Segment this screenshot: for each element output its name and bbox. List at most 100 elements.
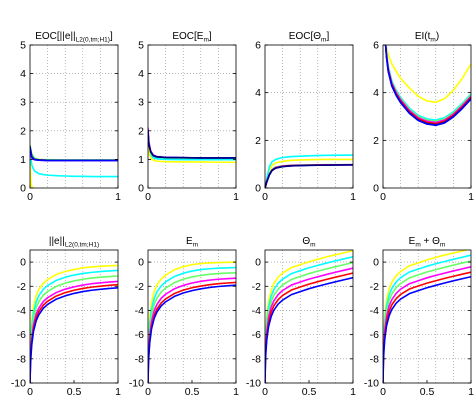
series-line-2 — [148, 132, 236, 160]
y-tick-label: 0 — [255, 257, 261, 269]
y-tick-label: 3 — [138, 97, 144, 109]
x-tick-label: 1 — [115, 191, 121, 203]
x-tick-label: 0.5 — [67, 386, 82, 398]
series-line-6 — [148, 130, 236, 159]
series-line-6 — [383, 275, 471, 383]
x-tick-label: 0.5 — [185, 386, 200, 398]
x-tick-label: 1 — [350, 191, 356, 203]
y-tick-label: -6 — [252, 329, 261, 341]
y-tick-label: -2 — [135, 281, 144, 293]
y-tick-label: 5 — [138, 40, 144, 52]
y-tick-label: 0 — [20, 257, 26, 269]
subplot-8: -10 -8 -6 -4 -2 0 0 0.5 1 Em + Θm — [364, 236, 474, 398]
subplot-title: EOC[||e||L2(0,tm;H1)] — [35, 31, 113, 44]
y-tick-label: -6 — [135, 329, 144, 341]
x-tick-label: 0 — [380, 386, 386, 398]
y-tick-label: 1 — [138, 154, 144, 166]
subplot-2: 0 1 2 3 4 5 0 1 EOC[Em] — [138, 31, 239, 203]
subplot-1: 0 1 2 3 4 5 0 1 EOC[||e||L2(0,tm;H1)] — [20, 31, 121, 203]
y-tick-label: -4 — [135, 305, 144, 317]
y-tick-label: -4 — [252, 305, 261, 317]
series-line-3 — [148, 272, 236, 383]
y-tick-label: 4 — [20, 68, 26, 80]
axes-frame — [382, 44, 472, 189]
subplot-title: Θm — [302, 236, 315, 249]
series-line-4 — [30, 148, 118, 162]
axes-frame — [264, 249, 354, 384]
series-line-5 — [30, 283, 118, 383]
y-tick-label: 1 — [20, 154, 26, 166]
x-tick-label: 0.5 — [302, 386, 317, 398]
series-line-2 — [148, 266, 236, 383]
series-line-3 — [30, 144, 118, 161]
y-tick-label: -10 — [246, 378, 261, 390]
series-line-7 — [265, 164, 353, 188]
axes-frame — [29, 44, 119, 189]
series-line-3 — [30, 275, 118, 383]
x-tick-label: 1 — [350, 386, 356, 398]
series-line-1 — [383, 250, 470, 383]
series-line-7 — [30, 147, 118, 162]
y-tick-label: 0 — [138, 183, 144, 195]
series-line-7 — [384, 45, 471, 127]
series-group — [148, 261, 236, 383]
series-line-3 — [148, 135, 236, 161]
subplot-title: Em — [186, 236, 198, 249]
series-line-2 — [30, 150, 118, 178]
y-tick-label: 6 — [373, 40, 379, 52]
series-line-6 — [30, 287, 118, 383]
x-tick-label: 0 — [27, 386, 33, 398]
y-tick-label: -8 — [135, 353, 144, 365]
x-tick-label: 1 — [468, 191, 474, 203]
y-tick-label: 0 — [373, 183, 379, 195]
x-tick-label: 0 — [27, 191, 33, 203]
y-tick-label: 0 — [20, 183, 26, 195]
series-group — [383, 250, 471, 383]
series-group — [265, 250, 353, 383]
x-tick-label: 0 — [145, 386, 151, 398]
y-tick-label: 4 — [138, 68, 144, 80]
y-tick-label: 5 — [20, 40, 26, 52]
y-tick-label: 3 — [20, 97, 26, 109]
series-group — [384, 45, 471, 127]
subplot-title: EOC[Em] — [172, 31, 212, 44]
series-group — [265, 154, 353, 188]
subplot-title: EOC[Θm] — [289, 31, 330, 44]
y-tick-label: 2 — [20, 125, 26, 137]
series-group — [30, 144, 118, 188]
y-tick-label: 4 — [373, 87, 379, 99]
y-tick-label: -2 — [17, 281, 26, 293]
y-tick-label: 2 — [138, 125, 144, 137]
axes-frame — [264, 44, 354, 189]
axes-frame — [147, 44, 237, 189]
subplot-title: EI(tm) — [415, 31, 439, 44]
subplot-6: -10 -8 -6 -4 -2 0 0 0.5 1 Em — [129, 236, 239, 398]
y-tick-label: -8 — [17, 353, 26, 365]
x-tick-label: 1 — [115, 386, 121, 398]
y-tick-label: -8 — [370, 353, 379, 365]
subplot-title: ||e||L2(0,tm;H1) — [49, 236, 99, 249]
x-tick-label: 1 — [468, 386, 474, 398]
y-tick-label: -2 — [370, 281, 379, 293]
subplot-grid: 0 1 2 3 4 5 0 1 EOC[||e||L2(0,tm;H1)] 0 1 2 3 4 5 0 1 EOC… — [11, 31, 474, 398]
subplot-4: 0 2 4 6 0 1 EI(tm) — [373, 31, 474, 203]
y-tick-label: 2 — [255, 135, 261, 147]
series-line-1 — [384, 45, 471, 103]
y-tick-label: 0 — [373, 257, 379, 269]
x-tick-label: 0 — [380, 191, 386, 203]
y-tick-label: -6 — [370, 329, 379, 341]
x-tick-label: 1 — [233, 191, 239, 203]
series-line-4 — [148, 138, 236, 161]
series-line-5 — [148, 144, 236, 164]
y-tick-label: 6 — [255, 40, 261, 52]
series-line-4 — [265, 267, 353, 383]
x-tick-label: 0 — [262, 191, 268, 203]
series-line-1 — [148, 261, 236, 383]
y-tick-label: 0 — [255, 183, 261, 195]
y-tick-label: 2 — [373, 135, 379, 147]
x-tick-label: 0.5 — [420, 386, 435, 398]
y-tick-label: 4 — [255, 87, 261, 99]
y-tick-label: -4 — [17, 305, 26, 317]
y-tick-label: -2 — [252, 281, 261, 293]
